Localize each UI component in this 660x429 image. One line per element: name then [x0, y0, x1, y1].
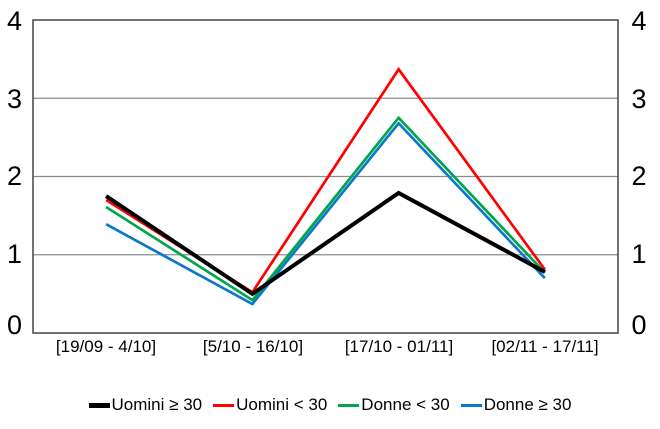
y-axis-tick-label-right: 0 [631, 310, 647, 340]
series-line-donne-lt-30 [105, 115, 546, 302]
y-axis-tick-label-right: 2 [631, 161, 647, 191]
x-axis-tick-label: [5/10 - 16/10] [202, 337, 304, 356]
legend-line-swatch [213, 403, 235, 407]
plot-border [32, 19, 619, 334]
y-axis-tick-label-right: 1 [631, 239, 647, 269]
series-line-uomini-ge-30 [105, 190, 546, 297]
series-line-donne-ge-30 [105, 121, 546, 306]
legend-label: Donne ≥ 30 [483, 395, 572, 414]
legend-item-uomini-ge-30: Uomini ≥ 30 [88, 395, 203, 415]
legend: Uomini ≥ 30 Uomini < 30 Donne < 30 Donne… [0, 394, 660, 416]
legend-label: Uomini ≥ 30 [111, 395, 203, 414]
legend-label: Uomini < 30 [236, 395, 328, 414]
legend-item-uomini-lt-30: Uomini < 30 [213, 395, 327, 415]
y-axis-tick-label: 0 [6, 310, 22, 340]
y-axis-tick-label-right: 4 [631, 6, 647, 36]
x-axis-tick-label: [19/09 - 4/10] [55, 337, 157, 356]
y-axis-tick-label: 3 [6, 84, 22, 114]
y-axis-tick-label: 2 [6, 161, 22, 191]
y-axis-tick-label: 4 [6, 6, 22, 36]
legend-line-swatch [338, 403, 360, 407]
x-axis-tick-label: [17/10 - 01/11] [344, 337, 454, 356]
gridlines [33, 97, 618, 256]
x-axis-tick-label: [02/11 - 17/11] [491, 337, 599, 356]
legend-item-donne-ge-30: Donne ≥ 30 [460, 395, 572, 415]
y-axis-tick-label-right: 3 [631, 84, 647, 114]
legend-line-swatch [460, 403, 482, 407]
legend-label: Donne < 30 [361, 395, 450, 414]
y-axis-tick-label: 1 [6, 239, 22, 269]
legend-line-swatch [88, 402, 110, 408]
legend-item-donne-lt-30: Donne < 30 [338, 395, 450, 415]
